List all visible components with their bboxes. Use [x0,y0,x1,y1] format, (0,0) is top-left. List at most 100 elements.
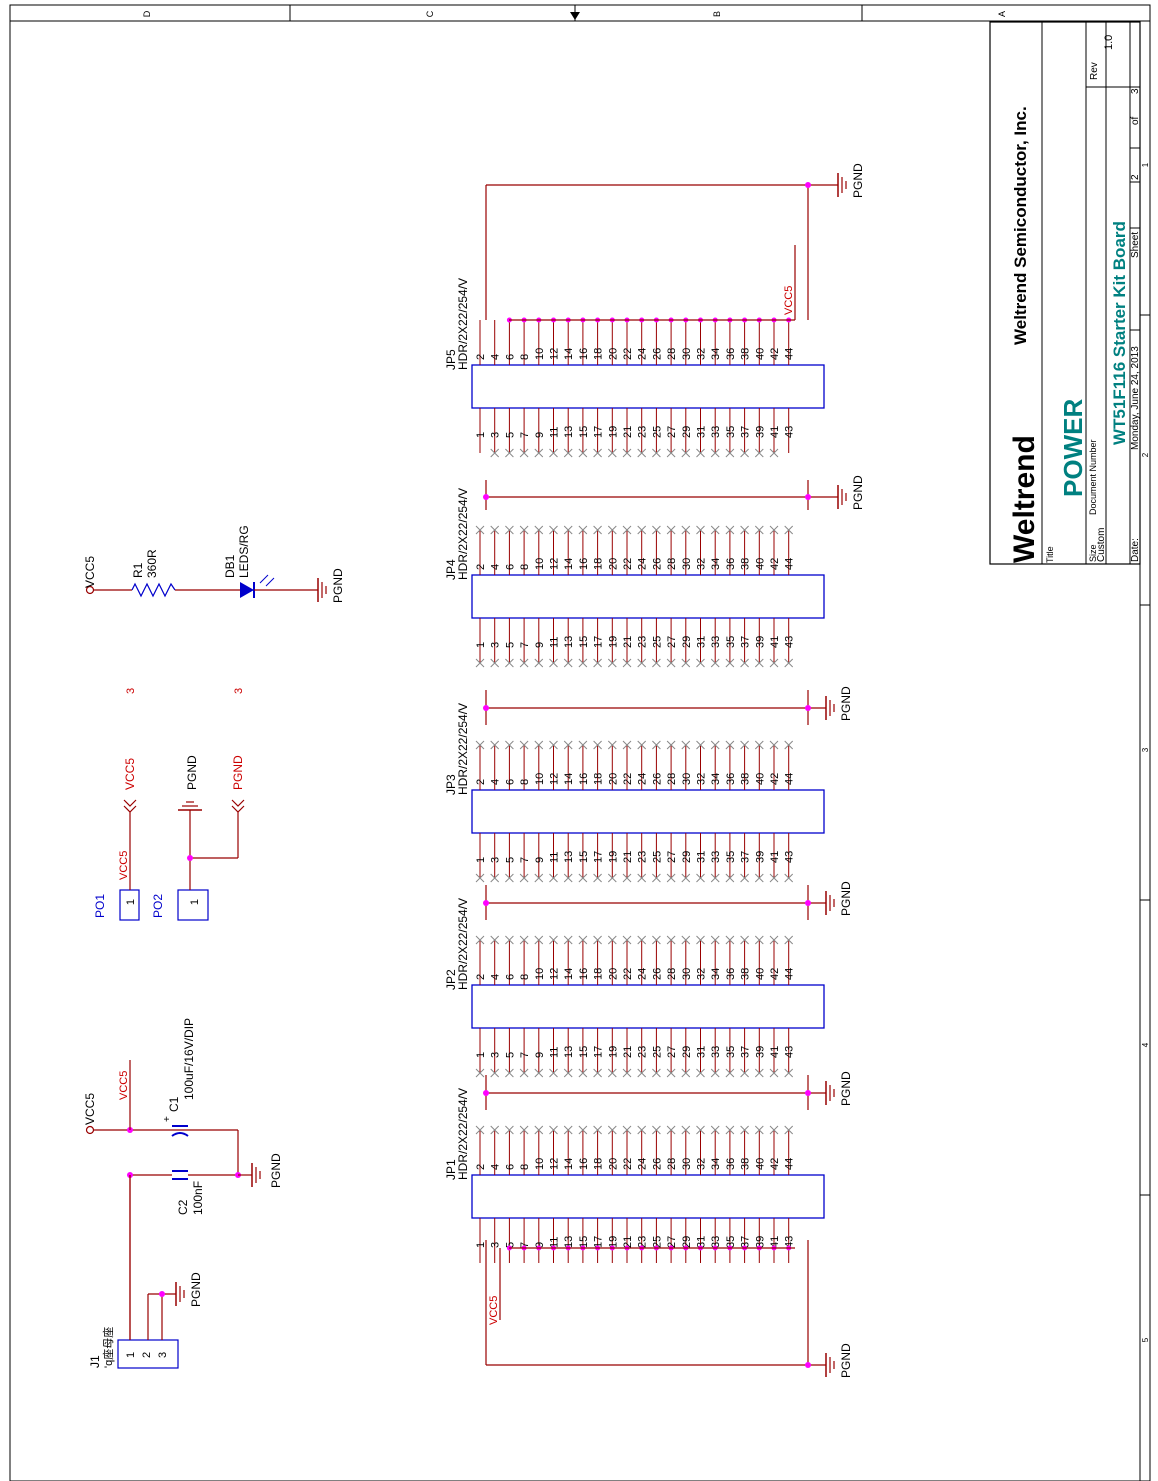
pin-number: 13 [563,426,575,438]
port-po2 [177,889,209,921]
docnum-value: WT51F116 Starter Kit Board [1110,221,1129,445]
no-connect [593,935,602,945]
no-connect [754,658,764,668]
no-connect [607,1125,617,1135]
pin-number: 22 [622,773,634,785]
pin-number: 22 [622,558,634,570]
pin-number: 32 [696,968,708,980]
pin-number: 3 [490,857,502,863]
no-connect [740,525,749,535]
pin-number: 30 [681,558,693,570]
pin-number: 9 [534,432,546,438]
pin-number: 29 [681,1046,693,1058]
no-connect [681,740,691,750]
pin-number: 42 [769,348,781,360]
no-connect [666,740,676,750]
pin-number: 26 [651,348,663,360]
offpage-arrow-gnd [231,799,245,807]
pin-number: 16 [578,1158,590,1170]
offpage-vcc-label: VCC5 [123,758,137,790]
pin-number: 28 [666,968,678,980]
border-letter: D [142,10,152,17]
r1-value: 360R [145,549,159,578]
no-connect [754,448,764,458]
no-connect [505,448,514,458]
header-value: HDR/2X22/254/V [456,703,470,795]
header-body [471,789,825,834]
pin-number: 38 [740,348,752,360]
pin-number: 11 [549,852,561,863]
pin-number: 17 [593,851,605,863]
pin-number: 41 [769,636,781,648]
pin-number: 36 [725,773,737,785]
no-connect [725,873,735,883]
pin-number: 43 [784,1046,796,1058]
pin-number: 42 [769,773,781,785]
no-connect [563,525,573,535]
c2-ref: C2 [176,1199,190,1215]
pin-number: 43 [784,636,796,648]
pin-number: 18 [593,348,605,360]
no-connect [534,1068,544,1078]
pin-number: 11 [549,637,561,648]
no-connect [666,935,676,945]
ground-wiring [485,184,838,1366]
no-connect [622,448,632,458]
pin-number: 37 [740,1236,752,1248]
no-connect [725,1068,735,1078]
pgnd-symbol: PGND [317,568,345,603]
no-connect [769,873,779,883]
pgnd-label: PGND [189,1272,203,1307]
pin-number: 23 [637,1046,649,1058]
date-value: Monday, June 24, 2013 [1130,346,1141,450]
pin-number: 31 [696,426,708,438]
no-connect [652,873,661,883]
pin-number: 41 [769,1236,781,1248]
pin-number: 28 [666,348,678,360]
pin-number: 5 [504,432,516,438]
pin-number: 33 [710,636,722,648]
pin-number: 33 [710,1046,722,1058]
pgnd-symbol: PGND [837,475,865,510]
no-connect [696,935,705,945]
cap-vcc-label: VCC5 [83,1093,97,1125]
no-connect [666,1125,676,1135]
no-connect [505,525,514,535]
no-connect [754,873,764,883]
no-connect [740,448,749,458]
no-connect [710,525,720,535]
sheet-frame [9,4,1151,1481]
pin-number: 27 [666,851,678,863]
no-connect [725,740,735,750]
header-body [471,574,825,619]
no-connect [519,1125,529,1135]
c1-value: 100uF/16V/DIP [182,1018,196,1100]
pin-number: 42 [769,558,781,570]
no-connect [725,448,735,458]
j1-pin: 1 [125,1352,137,1358]
led-vcc-label: VCC5 [83,556,97,588]
pin-number: 13 [563,1046,575,1058]
pin-number: 10 [534,968,546,980]
pin-number: 43 [784,851,796,863]
j1-pin: 3 [157,1352,169,1358]
pin-number: 27 [666,1046,678,1058]
po1-pin: 1 [125,899,137,905]
po1-label: PO1 [93,894,107,918]
pin-number: 17 [593,1046,605,1058]
pgnd-symbol: PGND [825,1071,853,1106]
no-connect [637,658,647,668]
no-connect [549,873,558,883]
no-connect [563,658,573,668]
no-connect [754,740,764,750]
pin-number: 3 [490,1052,502,1058]
no-connect [652,1125,661,1135]
no-connect [505,935,514,945]
pin-number: 14 [563,558,575,570]
no-connect [607,873,617,883]
pin-number: 28 [666,1158,678,1170]
resistor-r1 [131,582,176,598]
